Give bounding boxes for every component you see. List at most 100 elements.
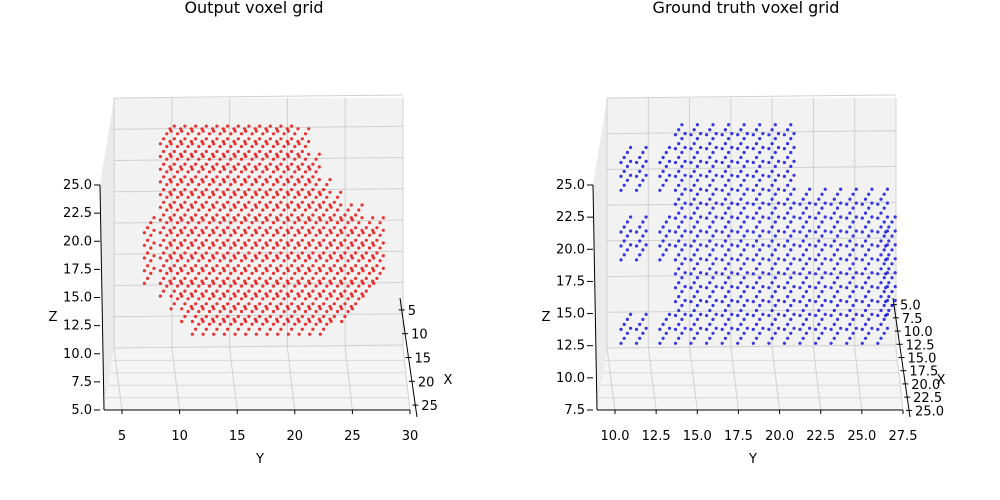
voxel-point xyxy=(142,269,146,273)
voxel-point xyxy=(673,341,678,345)
voxel-point xyxy=(329,269,333,273)
voxel-point xyxy=(149,246,153,250)
voxel-point xyxy=(254,193,258,197)
voxel-point xyxy=(212,269,216,273)
voxel-point xyxy=(742,331,746,335)
voxel-point xyxy=(340,231,344,235)
voxel-point xyxy=(218,309,222,314)
voxel-point xyxy=(215,200,219,204)
voxel-point xyxy=(201,205,205,209)
voxel-point xyxy=(244,281,248,285)
voxel-point xyxy=(754,211,759,215)
voxel-point xyxy=(770,253,774,257)
voxel-point xyxy=(695,220,700,224)
voxel-point xyxy=(758,262,762,266)
voxel-point xyxy=(829,258,833,262)
voxel-point xyxy=(876,272,880,276)
voxel-point xyxy=(346,221,350,225)
voxel-point xyxy=(186,284,190,288)
voxel-point xyxy=(754,142,759,146)
y-tick-label: 15.0 xyxy=(683,429,712,444)
voxel-point xyxy=(357,221,361,225)
voxel-point xyxy=(268,251,272,255)
voxel-point xyxy=(860,327,864,331)
voxel-point xyxy=(661,322,665,326)
voxel-point xyxy=(297,269,301,273)
voxel-point xyxy=(658,188,662,192)
voxel-point xyxy=(887,225,891,229)
voxel-point xyxy=(183,137,187,141)
voxel-point xyxy=(239,221,244,225)
voxel-point xyxy=(661,169,665,173)
voxel-point xyxy=(335,259,340,263)
voxel-point xyxy=(773,303,777,308)
voxel-point xyxy=(863,267,868,271)
voxel-point xyxy=(307,139,311,144)
voxel-point xyxy=(297,319,301,324)
voxel-point xyxy=(882,303,886,308)
voxel-point xyxy=(761,312,765,316)
voxel-point xyxy=(730,145,734,150)
z-tick-label: 12.5 xyxy=(556,339,585,354)
voxel-point xyxy=(782,230,787,234)
voxel-point xyxy=(839,229,843,233)
voxel-point xyxy=(158,142,162,146)
voxel-point xyxy=(218,271,222,275)
voxel-point xyxy=(247,162,251,166)
voxel-point xyxy=(789,150,793,155)
voxel-point xyxy=(371,216,375,220)
voxel-point xyxy=(158,231,162,235)
voxel-point xyxy=(683,159,687,163)
voxel-point xyxy=(782,272,787,276)
voxel-point xyxy=(786,308,790,313)
voxel-point xyxy=(705,313,709,318)
voxel-point xyxy=(770,225,774,229)
voxel-point xyxy=(832,211,836,215)
voxel-point xyxy=(222,142,226,146)
voxel-point xyxy=(870,257,874,261)
voxel-point xyxy=(727,248,731,252)
voxel-point xyxy=(884,313,888,318)
voxel-point xyxy=(711,192,715,196)
voxel-point xyxy=(751,202,755,206)
voxel-point xyxy=(683,145,687,150)
voxel-point xyxy=(268,175,272,179)
voxel-point xyxy=(677,322,681,326)
voxel-point xyxy=(814,286,818,290)
voxel-point xyxy=(190,269,194,273)
voxel-point xyxy=(197,322,201,326)
voxel-point xyxy=(204,289,208,293)
voxel-point xyxy=(361,256,365,260)
voxel-point xyxy=(835,276,840,280)
voxel-point xyxy=(773,150,777,155)
voxel-point xyxy=(711,234,715,238)
voxel-point xyxy=(286,154,290,159)
voxel-point xyxy=(714,159,718,163)
voxel-point xyxy=(695,206,700,210)
voxel-point xyxy=(218,144,222,149)
voxel-point xyxy=(804,276,809,280)
voxel-point xyxy=(186,183,190,187)
voxel-point xyxy=(699,173,703,177)
voxel-point xyxy=(149,221,153,225)
voxel-point xyxy=(720,272,724,276)
y-tick-label: 5 xyxy=(118,429,126,444)
voxel-point xyxy=(335,195,340,199)
grid-line xyxy=(812,347,822,411)
voxel-point xyxy=(325,208,329,212)
voxel-point xyxy=(268,226,272,230)
voxel-point xyxy=(751,147,755,151)
voxel-point xyxy=(730,271,734,275)
voxel-point xyxy=(158,205,162,209)
voxel-point xyxy=(692,239,696,243)
voxel-point xyxy=(730,215,734,219)
voxel-point xyxy=(677,253,681,257)
voxel-point xyxy=(683,132,687,136)
grid-line xyxy=(606,94,897,99)
voxel-point xyxy=(625,150,630,155)
voxel-point xyxy=(215,314,219,319)
voxel-point xyxy=(798,341,802,345)
voxel-point xyxy=(644,229,648,233)
voxel-point xyxy=(300,162,304,166)
voxel-point xyxy=(893,243,897,247)
